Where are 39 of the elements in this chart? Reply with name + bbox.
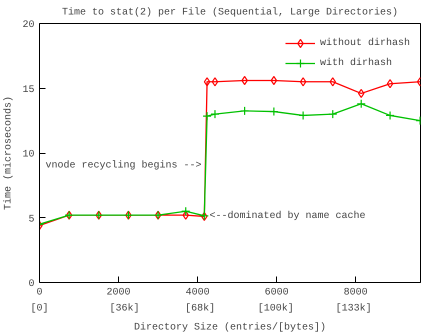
y-tick-label: 0 xyxy=(28,279,35,290)
point xyxy=(181,206,190,216)
x2-tick-label: [0] xyxy=(30,302,49,314)
x2-tick-label: [133k] xyxy=(336,302,372,314)
x-tick-label: 2000 xyxy=(106,288,131,298)
point xyxy=(269,106,278,116)
y-tick-label: 5 xyxy=(28,214,35,226)
point xyxy=(300,77,306,86)
x-axis-title: Directory Size (entries/[bytes]) xyxy=(134,322,326,334)
point xyxy=(270,76,278,86)
y-tick-label: 20 xyxy=(22,20,35,31)
y-tick-label: 10 xyxy=(22,150,35,160)
legend-label: without dirhash xyxy=(320,38,410,48)
point xyxy=(385,110,395,120)
x2-tick-label: [100k] xyxy=(258,302,294,314)
point xyxy=(298,110,308,120)
point xyxy=(329,77,336,86)
point xyxy=(212,77,218,86)
annotation: <--dominated by name cache xyxy=(209,210,366,222)
x-tick-label: 6000 xyxy=(264,288,289,298)
x2-tick-label: [36k] xyxy=(110,302,140,314)
chart-title: Time to stat(2) per File (Sequential, Large Directories) xyxy=(62,6,398,18)
point xyxy=(210,110,220,119)
point xyxy=(240,106,250,116)
annotation: vnode recycling begins --> xyxy=(46,159,202,172)
y-axis-title: Time (microseconds) xyxy=(2,96,14,210)
point xyxy=(386,79,394,88)
point xyxy=(241,76,248,86)
x-tick-label: 8000 xyxy=(344,288,368,298)
x-tick-label: 0 xyxy=(36,288,43,298)
point xyxy=(358,88,364,98)
legend-label: with dirhash xyxy=(320,58,392,68)
point xyxy=(328,110,338,119)
point xyxy=(202,111,212,121)
y-tick-label: 15 xyxy=(22,84,35,96)
x-tick-label: 4000 xyxy=(186,288,210,298)
x2-tick-label: [68k] xyxy=(185,302,216,314)
point xyxy=(204,77,210,86)
point xyxy=(356,99,366,108)
